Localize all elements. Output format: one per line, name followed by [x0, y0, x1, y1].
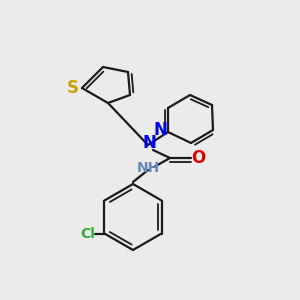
Text: O: O	[191, 149, 205, 167]
Text: NH: NH	[136, 161, 160, 175]
Text: S: S	[67, 79, 79, 97]
Text: N: N	[142, 134, 156, 152]
Text: Cl: Cl	[80, 226, 95, 241]
Text: N: N	[153, 121, 167, 139]
